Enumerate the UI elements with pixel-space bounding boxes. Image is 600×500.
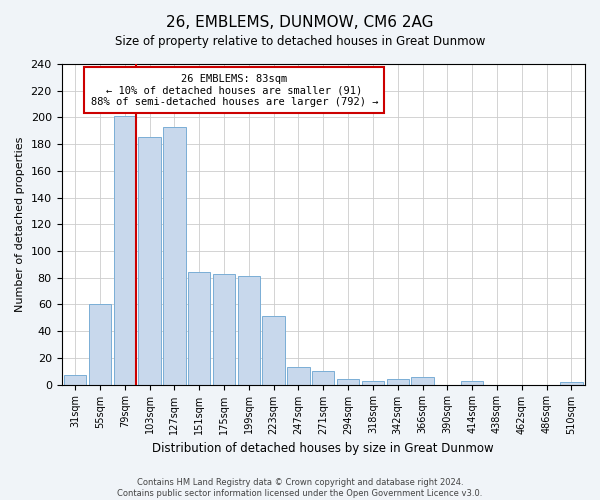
Bar — [461, 380, 483, 384]
Bar — [213, 274, 235, 384]
Bar — [113, 116, 136, 384]
Bar — [337, 379, 359, 384]
Bar — [262, 316, 285, 384]
Y-axis label: Number of detached properties: Number of detached properties — [15, 136, 25, 312]
Bar — [386, 379, 409, 384]
Text: 26, EMBLEMS, DUNMOW, CM6 2AG: 26, EMBLEMS, DUNMOW, CM6 2AG — [166, 15, 434, 30]
Bar — [238, 276, 260, 384]
Bar — [139, 138, 161, 384]
Bar — [287, 367, 310, 384]
Bar — [412, 376, 434, 384]
Bar — [163, 127, 185, 384]
Text: Contains HM Land Registry data © Crown copyright and database right 2024.
Contai: Contains HM Land Registry data © Crown c… — [118, 478, 482, 498]
Text: 26 EMBLEMS: 83sqm
← 10% of detached houses are smaller (91)
88% of semi-detached: 26 EMBLEMS: 83sqm ← 10% of detached hous… — [91, 74, 378, 107]
Bar — [89, 304, 111, 384]
X-axis label: Distribution of detached houses by size in Great Dunmow: Distribution of detached houses by size … — [152, 442, 494, 455]
Bar — [312, 371, 334, 384]
Text: Size of property relative to detached houses in Great Dunmow: Size of property relative to detached ho… — [115, 35, 485, 48]
Bar — [188, 272, 211, 384]
Bar — [64, 375, 86, 384]
Bar — [362, 380, 384, 384]
Bar — [560, 382, 583, 384]
